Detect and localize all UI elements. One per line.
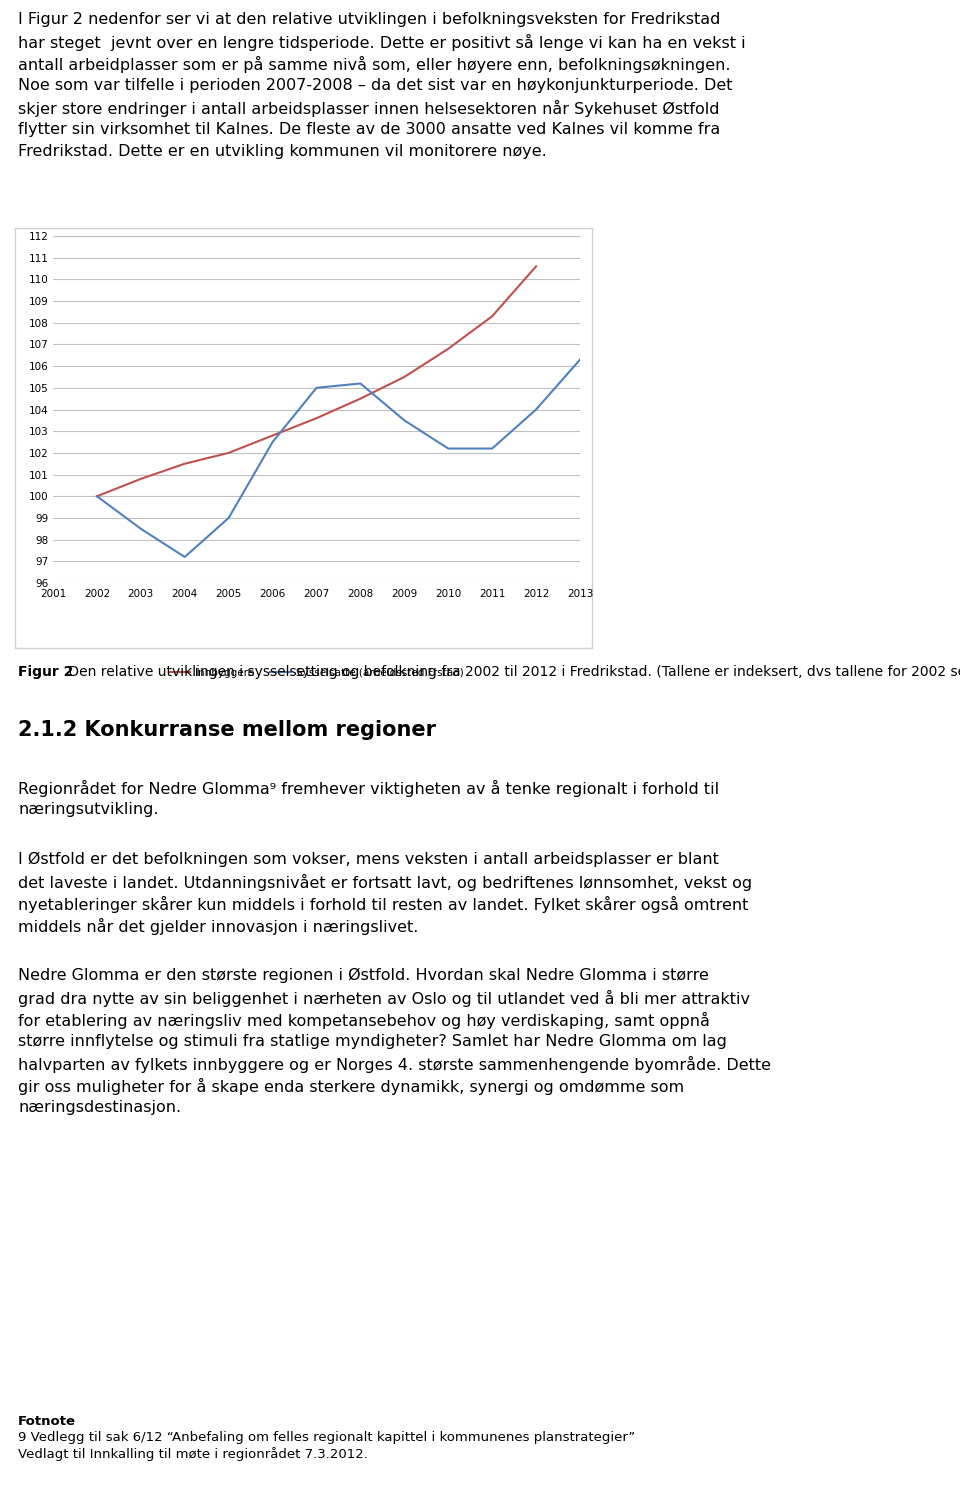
Text: det laveste i landet. Utdanningsnivået er fortsatt lavt, og bedriftenes lønnsomh: det laveste i landet. Utdanningsnivået e… xyxy=(18,874,752,890)
Text: Figur 2: Figur 2 xyxy=(18,666,73,679)
Text: grad dra nytte av sin beliggenhet i nærheten av Oslo og til utlandet ved å bli m: grad dra nytte av sin beliggenhet i nærh… xyxy=(18,989,750,1007)
Text: Noe som var tilfelle i perioden 2007-2008 – da det sist var en høykonjunkturperi: Noe som var tilfelle i perioden 2007-200… xyxy=(18,78,732,93)
Text: næringsdestinasjon.: næringsdestinasjon. xyxy=(18,1100,181,1115)
Text: har steget  jevnt over en lengre tidsperiode. Dette er positivt så lenge vi kan : har steget jevnt over en lengre tidsperi… xyxy=(18,34,746,51)
Text: Nedre Glomma er den største regionen i Østfold. Hvordan skal Nedre Glomma i stør: Nedre Glomma er den største regionen i Ø… xyxy=(18,968,708,983)
Text: 2.1.2 Konkurranse mellom regioner: 2.1.2 Konkurranse mellom regioner xyxy=(18,720,436,741)
Text: flytter sin virksomhet til Kalnes. De fleste av de 3000 ansatte ved Kalnes vil k: flytter sin virksomhet til Kalnes. De fl… xyxy=(18,121,720,136)
Text: Vedlagt til Innkalling til møte i regionrådet 7.3.2012.: Vedlagt til Innkalling til møte i region… xyxy=(18,1447,368,1462)
Text: 9 Vedlegg til sak 6/12 “Anbefaling om felles regionalt kapittel i kommunenes pla: 9 Vedlegg til sak 6/12 “Anbefaling om fe… xyxy=(18,1432,636,1444)
Legend: Innbyggere, Sysselsatte (arbeidssted Frstad): Innbyggere, Sysselsatte (arbeidssted Frs… xyxy=(165,664,468,682)
Text: skjer store endringer i antall arbeidsplasser innen helsesektoren når Sykehuset : skjer store endringer i antall arbeidspl… xyxy=(18,100,719,117)
Text: antall arbeidplasser som er på samme nivå som, eller høyere enn, befolkningsøkni: antall arbeidplasser som er på samme niv… xyxy=(18,55,731,73)
Text: gir oss muligheter for å skape enda sterkere dynamikk, synergi og omdømme som: gir oss muligheter for å skape enda ster… xyxy=(18,1078,684,1094)
Text: Fredrikstad. Dette er en utvikling kommunen vil monitorere nøye.: Fredrikstad. Dette er en utvikling kommu… xyxy=(18,144,547,159)
Text: for etablering av næringsliv med kompetansebehov og høy verdiskaping, samt oppnå: for etablering av næringsliv med kompeta… xyxy=(18,1012,709,1028)
Text: I Figur 2 nedenfor ser vi at den relative utviklingen i befolkningsveksten for F: I Figur 2 nedenfor ser vi at den relativ… xyxy=(18,12,720,27)
Text: middels når det gjelder innovasjon i næringslivet.: middels når det gjelder innovasjon i nær… xyxy=(18,917,419,935)
Text: I Østfold er det befolkningen som vokser, mens veksten i antall arbeidsplasser e: I Østfold er det befolkningen som vokser… xyxy=(18,851,719,868)
Text: Regionrådet for Nedre Glomma⁹ fremhever viktigheten av å tenke regionalt i forho: Regionrådet for Nedre Glomma⁹ fremhever … xyxy=(18,779,719,797)
Text: større innflytelse og stimuli fra statlige myndigheter? Samlet har Nedre Glomma : større innflytelse og stimuli fra statli… xyxy=(18,1034,727,1049)
Text: Den relative utviklingen i sysselsetting og befolkning fra 2002 til 2012 i Fredr: Den relative utviklingen i sysselsetting… xyxy=(64,666,960,679)
Text: næringsutvikling.: næringsutvikling. xyxy=(18,802,158,817)
Text: nyetableringer skårer kun middels i forhold til resten av landet. Fylket skårer : nyetableringer skårer kun middels i forh… xyxy=(18,896,749,913)
Text: Fotnote: Fotnote xyxy=(18,1415,76,1429)
Text: halvparten av fylkets innbyggere og er Norges 4. største sammenhengende byområde: halvparten av fylkets innbyggere og er N… xyxy=(18,1055,771,1073)
